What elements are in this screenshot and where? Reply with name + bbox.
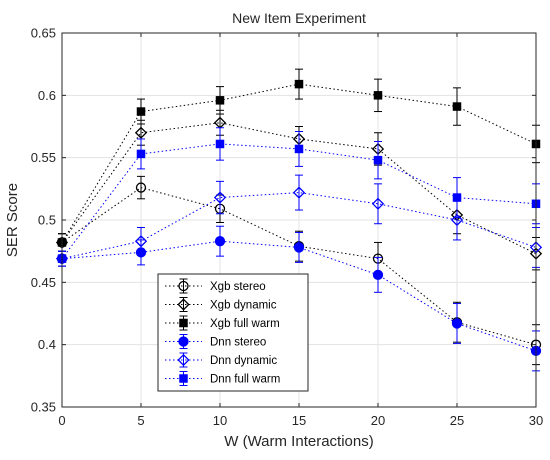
data-point-xgb-full-warm — [452, 102, 462, 111]
x-axis-title: W (Warm Interactions) — [224, 433, 373, 450]
y-tick-label: 0.4 — [38, 337, 56, 352]
y-tick-label: 0.5 — [38, 213, 56, 228]
data-point-dnn-stereo — [451, 318, 463, 329]
data-point-xgb-stereo — [135, 182, 147, 193]
data-point-xgb-full-warm — [136, 107, 146, 116]
legend-entry-xgb-dynamic: Xgb dynamic — [165, 297, 277, 312]
series-layer — [55, 68, 543, 372]
x-tick-label: 25 — [450, 413, 464, 428]
legend-marker — [178, 336, 189, 347]
legend-marker — [179, 318, 188, 328]
y-tick-label: 0.6 — [38, 88, 56, 103]
data-point-dnn-stereo — [214, 236, 226, 247]
data-point-dnn-stereo — [293, 242, 305, 253]
x-tick-label: 15 — [292, 413, 306, 428]
legend-entry-dnn-dynamic: Dnn dynamic — [165, 352, 277, 368]
x-tick-label: 0 — [58, 413, 65, 428]
legend-label: Dnn dynamic — [210, 355, 277, 367]
x-tick-label: 10 — [213, 413, 227, 428]
y-tick-label: 0.65 — [31, 26, 56, 41]
x-tick-label: 30 — [529, 413, 543, 428]
data-point-xgb-full-warm — [294, 79, 304, 89]
data-point-dnn-full-warm — [452, 193, 462, 202]
data-point-dnn-full-warm — [373, 155, 383, 165]
series-dnn-dynamic — [55, 174, 543, 268]
y-axis-title: SER Score — [4, 183, 21, 257]
legend-entry-xgb-stereo: Xgb stereo — [165, 278, 266, 294]
data-point-dnn-full-warm — [136, 149, 146, 159]
legend-label: Dnn full warm — [210, 374, 280, 386]
chart-title: New Item Experiment — [232, 10, 366, 26]
data-point-xgb-full-warm — [215, 96, 225, 105]
data-point-dnn-dynamic — [134, 235, 148, 248]
legend: Xgb stereo Xgb dynamic Xgb full warm Dnn st… — [157, 273, 309, 392]
y-tick-label: 0.35 — [31, 400, 56, 415]
legend-label: Xgb full warm — [210, 318, 280, 330]
legend-label: Xgb dynamic — [210, 300, 277, 312]
legend-entry-dnn-full-warm: Dnn full warm — [165, 371, 280, 386]
legend-entry-xgb-full-warm: Xgb full warm — [165, 315, 280, 331]
legend-entry-dnn-stereo: Dnn stereo — [165, 334, 266, 349]
legend-marker — [178, 280, 189, 292]
data-point-dnn-dynamic — [292, 186, 306, 199]
legend-marker — [179, 374, 188, 383]
data-point-dnn-dynamic — [450, 213, 464, 227]
data-point-dnn-dynamic — [371, 197, 385, 210]
data-point-dnn-full-warm — [294, 144, 304, 154]
data-point-dnn-stereo — [372, 269, 384, 281]
x-tick-label: 5 — [137, 413, 144, 428]
x-tick-label: 20 — [371, 413, 385, 428]
legend-label: Dnn stereo — [210, 337, 266, 349]
data-point-dnn-dynamic — [213, 191, 227, 204]
legend-marker — [177, 353, 190, 367]
ticks: 0 5 10 15 20 25 30 0.35 0.4 0.45 0.5 0.55 0.6 0.65 — [31, 26, 544, 429]
data-point-xgb-full-warm — [373, 91, 383, 100]
y-tick-label: 0.55 — [31, 150, 56, 165]
legend-marker — [177, 298, 190, 311]
data-point-dnn-full-warm — [215, 139, 225, 149]
data-point-xgb-dynamic — [134, 126, 148, 139]
y-tick-label: 0.45 — [31, 275, 56, 290]
legend-label: Xgb stereo — [210, 281, 266, 293]
